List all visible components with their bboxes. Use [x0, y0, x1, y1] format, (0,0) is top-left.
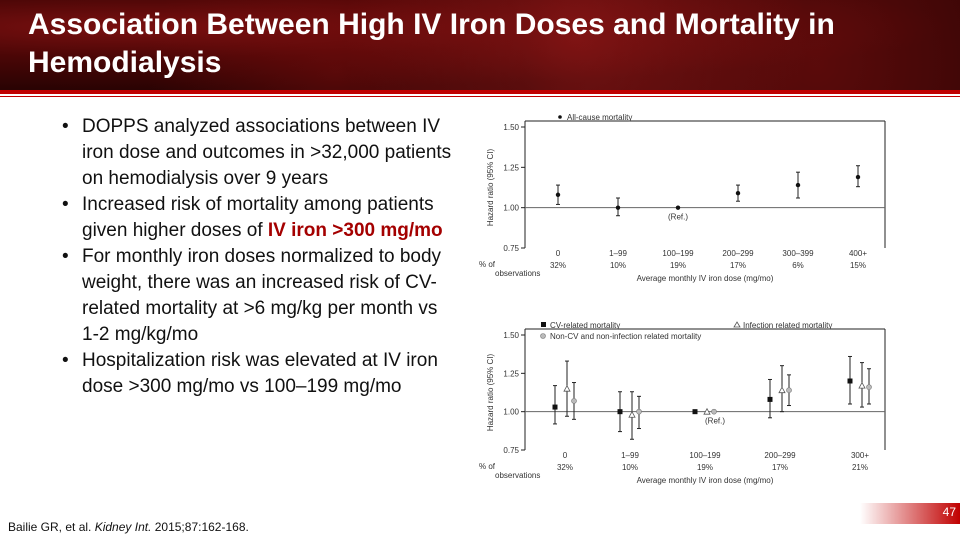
x-axis-label: Average monthly IV iron dose (mg/mo): [637, 274, 774, 283]
bullet-item: • For monthly iron doses normalized to bo…: [56, 244, 456, 348]
data-point: [675, 205, 681, 210]
percent-axis-label: % of: [479, 462, 496, 471]
y-tick-label: 1.25: [503, 369, 519, 378]
data-point: [858, 381, 866, 389]
data-point: [552, 404, 558, 410]
y-tick-label: 0.75: [503, 446, 519, 455]
percent-label: 32%: [557, 463, 573, 472]
data-point: [617, 409, 623, 415]
data-point: [767, 396, 773, 402]
reference-label: (Ref.): [668, 213, 688, 222]
title-divider: [0, 90, 960, 94]
data-point: [692, 409, 698, 415]
data-point: [628, 410, 636, 418]
data-point: [786, 387, 792, 394]
bullet-marker: •: [62, 246, 69, 267]
legend-marker: [541, 322, 546, 327]
citation-journal: Kidney Int.: [94, 520, 152, 534]
data-point: [703, 407, 711, 415]
data-point: [711, 408, 717, 415]
percent-axis-label: % of: [479, 260, 496, 269]
bullet-item: • DOPPS analyzed associations between IV …: [56, 114, 456, 192]
category-label: 300+: [851, 451, 869, 460]
percent-label: 19%: [670, 261, 686, 270]
percent-label: 32%: [550, 261, 566, 270]
x-axis-label: Average monthly IV iron dose (mg/mo): [637, 476, 774, 485]
y-tick-label: 1.50: [503, 123, 519, 132]
bullet-text-weight: For monthly iron doses normalized to bod…: [82, 246, 442, 345]
bullet-item: • Increased risk of mortality among patie…: [56, 192, 456, 244]
data-point: [636, 408, 642, 415]
bullet-highlight-iron-dose: IV iron >300 mg/mo: [267, 220, 443, 241]
bullet-marker: •: [62, 116, 69, 137]
legend-marker: [733, 321, 741, 328]
category-label: 100–199: [662, 249, 694, 258]
citation: Bailie GR, et al. Kidney Int. 2015;87:16…: [8, 520, 249, 534]
bullet-text-dopps: DOPPS analyzed associations between IV i…: [82, 116, 452, 189]
data-point: [555, 192, 561, 197]
category-label: 1–99: [609, 249, 627, 258]
legend-marker: [558, 115, 562, 119]
data-point: [778, 386, 786, 394]
legend-label: Non-CV and non-infection related mortali…: [550, 332, 701, 341]
category-label: 300–399: [782, 249, 814, 258]
hazard-ratio-charts: 1.50 1.25 1.00 0.75 Hazard ratio (95% CI) 0 32…: [479, 113, 886, 485]
legend-label: CV-related mortality: [550, 321, 620, 330]
data-point: [795, 182, 801, 188]
slide-title: Association Between High IV Iron Doses a…: [28, 8, 835, 79]
data-point: [866, 384, 872, 390]
citation-details: 2015;87:162-168.: [151, 520, 249, 534]
bullet-marker: •: [62, 194, 69, 215]
data-point: [571, 398, 577, 404]
percent-label: 21%: [852, 463, 868, 472]
y-tick-label: 1.50: [503, 331, 519, 340]
legend-label: Infection related mortality: [743, 321, 832, 330]
y-tick-label: 1.00: [503, 408, 519, 417]
reference-label: (Ref.): [705, 417, 725, 426]
percent-label: 15%: [850, 261, 866, 270]
category-label: 200–299: [722, 249, 754, 258]
y-tick-label: 1.00: [503, 204, 519, 213]
bullet-item: • Hospitalization risk was elevated at IV…: [56, 348, 456, 400]
y-tick-label: 0.75: [503, 244, 519, 253]
category-label: 0: [563, 451, 568, 460]
percent-label: 6%: [792, 261, 804, 270]
title-banner-texture: [0, 0, 960, 90]
percent-label: 17%: [730, 261, 746, 270]
data-point: [615, 205, 621, 210]
percent-axis-label: observations: [495, 471, 540, 480]
bullet-marker: •: [62, 350, 69, 371]
percent-label: 17%: [772, 463, 788, 472]
legend-marker: [540, 333, 546, 339]
category-label: 1–99: [621, 451, 639, 460]
bullet-text-hospitalization: Hospitalization risk was elevated at IV …: [82, 350, 438, 397]
citation-authors: Bailie GR, et al.: [8, 520, 95, 534]
page-number-bar: [860, 503, 960, 524]
page-number: 47: [942, 505, 956, 519]
category-label: 200–299: [764, 451, 796, 460]
y-axis-label: Hazard ratio (95% CI): [486, 353, 495, 431]
legend-label: All-cause mortality: [567, 113, 632, 122]
y-axis-label: Hazard ratio (95% CI): [486, 148, 495, 226]
data-point: [563, 384, 571, 392]
category-label: 400+: [849, 249, 867, 258]
title-divider-thin: [0, 96, 960, 97]
percent-label: 19%: [697, 463, 713, 472]
category-label: 100–199: [689, 451, 721, 460]
y-tick-label: 1.25: [503, 163, 519, 172]
bullet-list: • DOPPS analyzed associations between IV …: [56, 114, 456, 400]
data-point: [855, 174, 861, 180]
data-point: [735, 190, 741, 196]
percent-label: 10%: [610, 261, 626, 270]
category-label: 0: [556, 249, 561, 258]
percent-label: 10%: [622, 463, 638, 472]
bullet-text-mortality: Increased risk of mortality among patien…: [82, 194, 434, 241]
data-point: [847, 378, 853, 384]
percent-axis-label: observations: [495, 269, 540, 278]
